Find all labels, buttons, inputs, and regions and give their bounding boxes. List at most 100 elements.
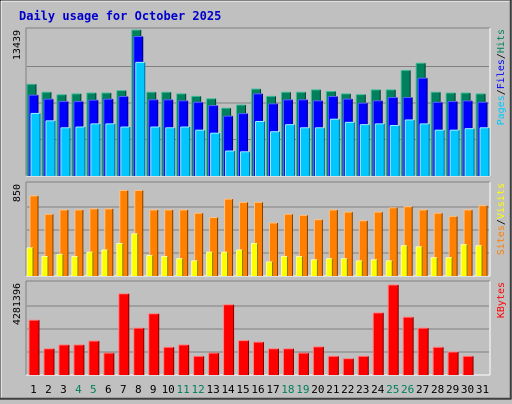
bar-fill	[89, 208, 98, 276]
bar-pages	[434, 129, 445, 176]
bar-fill	[225, 151, 235, 176]
bar-pages	[90, 123, 101, 176]
bar-fill	[419, 209, 428, 276]
bar-fill	[105, 123, 115, 176]
bar-fill	[330, 119, 340, 176]
bar-fill	[344, 212, 353, 276]
bar-pages	[344, 121, 355, 176]
bar-fill	[375, 123, 385, 176]
bar-fill	[149, 209, 158, 276]
bar-fill	[371, 259, 378, 276]
bar-fill	[45, 120, 55, 176]
bar-pages	[165, 127, 176, 176]
bar-fill	[179, 209, 188, 276]
bar-pages	[150, 126, 161, 176]
bar-visits	[146, 254, 154, 276]
bar-visits	[415, 246, 423, 276]
bar-pages	[120, 126, 131, 176]
bar-visits	[86, 251, 94, 276]
chart-title: Daily usage for October 2025	[19, 9, 221, 23]
bar-fill	[104, 208, 113, 276]
bar-fill	[329, 209, 338, 276]
bar-fill	[58, 344, 69, 375]
y-max-label: 4281396	[12, 283, 23, 325]
x-tick-label: 23	[356, 383, 369, 396]
bar-kbytes	[462, 355, 474, 375]
bar-fill	[386, 260, 393, 276]
bar-kbytes	[58, 344, 70, 375]
bar-visits	[191, 260, 199, 276]
legend-entry: Files	[496, 59, 507, 89]
bar-visits	[430, 257, 438, 276]
bar-fill	[75, 127, 85, 176]
panels: 13439 850 4281396	[12, 27, 491, 376]
bar-fill	[133, 328, 144, 375]
bar-fill	[401, 245, 408, 276]
bar-fill	[269, 222, 278, 276]
x-tick-label: 7	[120, 383, 127, 396]
bar-kbytes	[282, 348, 294, 375]
x-tick-label: 18	[281, 383, 294, 396]
bar-fill	[118, 293, 129, 375]
x-tick-label: 27	[416, 383, 429, 396]
bar-fill	[223, 116, 233, 176]
bar-fill	[180, 127, 190, 176]
bar-visits	[370, 259, 378, 276]
bar-fill	[74, 209, 83, 276]
bar-fill	[450, 130, 460, 176]
bar-fill	[148, 313, 159, 375]
bar-fill	[299, 215, 308, 276]
bar-fill	[195, 130, 205, 176]
bar-fill	[88, 341, 99, 375]
bar-fill	[56, 254, 63, 276]
bar-kbytes	[73, 344, 85, 375]
bar-fill	[194, 213, 203, 276]
x-tick-label: 28	[431, 383, 444, 396]
x-tick-label: 15	[236, 383, 249, 396]
bar-fill	[480, 127, 490, 176]
bar-fill	[29, 320, 39, 375]
bar-pages	[60, 127, 71, 176]
bar-pages	[404, 119, 415, 176]
bar-visits	[221, 251, 229, 276]
bar-pages	[135, 61, 146, 176]
x-tick-label: 9	[150, 383, 157, 396]
bar-kbytes	[193, 355, 205, 375]
bar-fill	[238, 340, 249, 375]
bar-kbytes	[297, 352, 309, 375]
bar-fill	[356, 260, 363, 276]
x-tick-label: 12	[192, 383, 205, 396]
bar-visits	[176, 258, 184, 276]
bar-fill	[191, 260, 198, 276]
bar-fill	[193, 356, 204, 375]
bar-fill	[255, 121, 265, 176]
bar-visits	[206, 251, 214, 276]
bar-kbytes	[148, 313, 160, 375]
bar-pages	[359, 124, 370, 176]
bar-fill	[59, 209, 68, 276]
bar-fill	[358, 356, 369, 375]
x-tick-label: 22	[341, 383, 354, 396]
bar-fill	[150, 127, 160, 176]
bar-fill	[449, 216, 458, 276]
bar-pages	[75, 126, 86, 176]
bar-pages	[314, 127, 325, 176]
bar-kbytes	[88, 340, 100, 375]
x-tick-label: 16	[251, 383, 264, 396]
bar-fill	[311, 259, 318, 276]
bar-pages	[45, 120, 56, 176]
bar-pages	[374, 123, 385, 176]
bar-visits	[161, 256, 169, 276]
bar-fill	[416, 246, 423, 276]
bar-kbytes	[118, 293, 130, 375]
bar-fill	[434, 213, 443, 276]
bar-fill	[30, 195, 38, 276]
bar-fill	[27, 247, 33, 276]
bar-fill	[296, 256, 303, 276]
x-tick-label: 17	[266, 383, 279, 396]
y-max-label: 850	[12, 184, 23, 202]
bar-kbytes	[432, 346, 444, 375]
bar-visits	[355, 260, 363, 276]
